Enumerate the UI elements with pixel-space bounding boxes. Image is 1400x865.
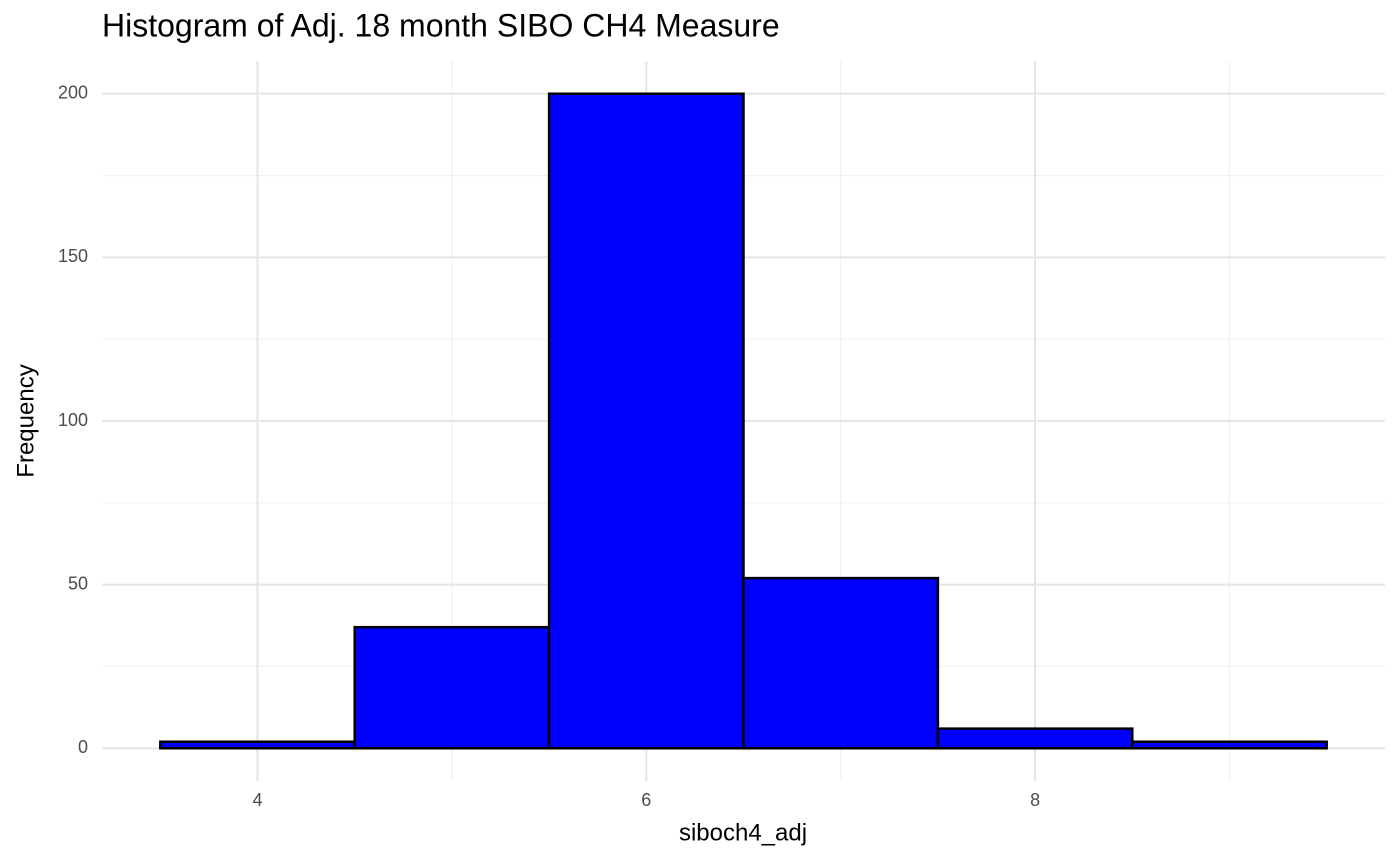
bar xyxy=(547,92,745,750)
bar xyxy=(353,625,551,750)
y-tick-label: 150 xyxy=(58,246,88,266)
y-tick-label: 0 xyxy=(78,737,88,757)
x-tick-label: 8 xyxy=(1030,790,1040,810)
y-tick-label: 200 xyxy=(58,82,88,102)
x-tick-label: 6 xyxy=(641,790,651,810)
y-tick-label: 50 xyxy=(68,573,88,593)
x-axis-label: siboch4_adj xyxy=(679,819,807,846)
chart-title: Histogram of Adj. 18 month SIBO CH4 Meas… xyxy=(102,7,780,43)
y-axis-label: Frequency xyxy=(12,364,39,477)
bar xyxy=(159,740,356,750)
y-tick-label: 100 xyxy=(58,410,88,430)
bar xyxy=(742,576,940,750)
bar xyxy=(936,727,1134,750)
bar xyxy=(1131,740,1328,750)
x-tick-label: 4 xyxy=(253,790,263,810)
